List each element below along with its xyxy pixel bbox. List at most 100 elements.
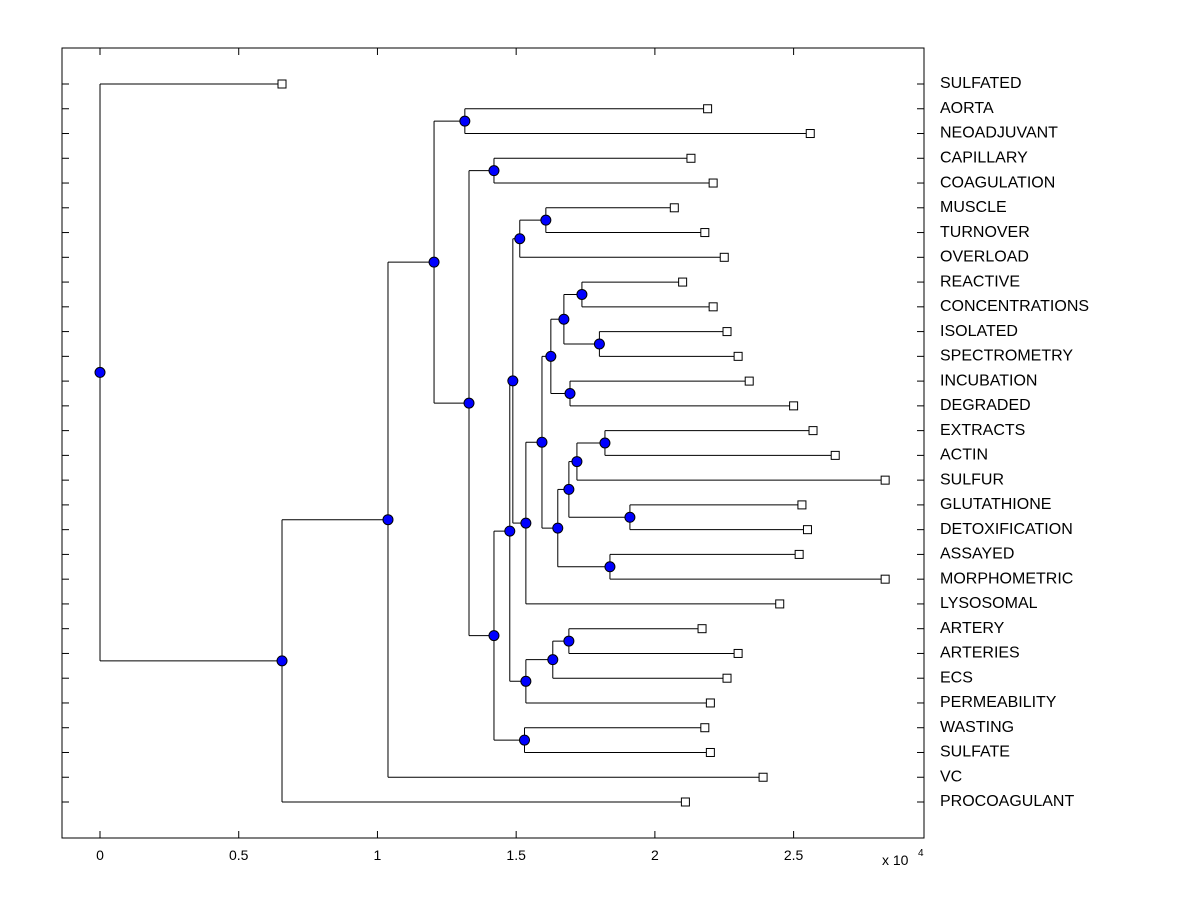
leaf-marker <box>697 624 707 634</box>
node-marker <box>382 514 394 526</box>
node-marker <box>276 655 288 667</box>
leaf-marker <box>680 797 690 807</box>
leaf-marker <box>789 401 799 411</box>
leaf-label: ISOLATED <box>940 323 1018 340</box>
axes: 0 0.5 1 1.5 2 2.5 SULFATED AORTA NEOADJUVANT CAPI… <box>62 48 1089 863</box>
leaf-label: REACTIVE <box>940 273 1020 290</box>
x-tick-label: 2 <box>651 847 659 863</box>
leaf-label: SULFATE <box>940 744 1010 761</box>
leaf-label: SULFATED <box>940 75 1022 92</box>
leaf-label: SPECTROMETRY <box>940 348 1073 365</box>
leaf-marker <box>719 252 729 262</box>
plot-frame <box>61 47 925 839</box>
leaf-marker <box>805 129 815 139</box>
leaf-marker <box>794 549 804 559</box>
node-marker <box>547 654 559 666</box>
leaf-label: ACTIN <box>940 447 988 464</box>
node-marker <box>624 511 636 523</box>
leaf-label: INCUBATION <box>940 372 1037 389</box>
leaf-label: ARTERY <box>940 620 1005 637</box>
leaf-marker <box>678 277 688 287</box>
x-tick-label: 0 <box>96 847 104 863</box>
leaf-label: NEOADJUVANT <box>940 125 1058 142</box>
leaf-marker <box>880 475 890 485</box>
leaf-label: AORTA <box>940 100 994 117</box>
leaf-label: SULFUR <box>940 471 1004 488</box>
leaf-label: OVERLOAD <box>940 249 1029 266</box>
leaf-label: DEGRADED <box>940 397 1031 414</box>
node-marker <box>604 561 616 573</box>
node-marker <box>564 387 576 399</box>
leaf-label: COAGULATION <box>940 174 1055 191</box>
leaf-label: TURNOVER <box>940 224 1030 241</box>
leaf-label: EXTRACTS <box>940 422 1025 439</box>
leaf-label: CONCENTRATIONS <box>940 298 1089 315</box>
node-marker <box>488 165 500 177</box>
node-marker <box>459 115 471 127</box>
node-marker <box>514 233 526 245</box>
x-tick-label: 0.5 <box>229 847 249 863</box>
node-marker <box>428 256 440 268</box>
leaf-label: GLUTATHIONE <box>940 496 1051 513</box>
node-marker <box>576 288 588 300</box>
leaf-label: LYSOSOMAL <box>940 595 1038 612</box>
leaf-label: MORPHOMETRIC <box>940 570 1073 587</box>
leaf-marker <box>700 723 710 733</box>
leaf-marker <box>797 500 807 510</box>
node-marker <box>536 436 548 448</box>
leaf-marker <box>708 178 718 188</box>
node-marker <box>488 630 500 642</box>
x-multiplier: x 10 <box>882 852 909 868</box>
leaf-marker <box>700 228 710 238</box>
leaf-marker <box>744 376 754 386</box>
x-tick-label: 1 <box>374 847 382 863</box>
node-marker <box>518 734 530 746</box>
leaf-marker <box>708 302 718 312</box>
x-tick-label: 2.5 <box>784 847 804 863</box>
leaf-marker <box>277 79 287 89</box>
leaf-label: VC <box>940 768 962 785</box>
leaf-label: ECS <box>940 669 973 686</box>
leaf-marker <box>830 450 840 460</box>
node-marker <box>593 338 605 350</box>
leaf-marker <box>669 203 679 213</box>
node-marker <box>563 483 575 495</box>
leaf-marker <box>722 673 732 683</box>
leaf-marker <box>733 648 743 658</box>
node-marker <box>463 397 475 409</box>
leaf-label: WASTING <box>940 719 1014 736</box>
leaf-label: MUSCLE <box>940 199 1007 216</box>
node-marker <box>545 350 557 362</box>
leaf-label: PERMEABILITY <box>940 694 1057 711</box>
x-multiplier-exponent: 4 <box>918 848 924 859</box>
leaf-label: PROCOAGULANT <box>940 793 1074 810</box>
leaf-marker <box>686 153 696 163</box>
leaf-label: ARTERIES <box>940 645 1020 662</box>
leaf-marker <box>705 698 715 708</box>
node-marker <box>520 675 532 687</box>
leaf-marker <box>705 747 715 757</box>
leaf-marker <box>758 772 768 782</box>
node-marker <box>94 366 106 378</box>
x-tick-label: 1.5 <box>506 847 526 863</box>
leaf-label: ASSAYED <box>940 546 1014 563</box>
node-marker <box>571 456 583 468</box>
nodes <box>94 79 890 807</box>
leaf-label: CAPILLARY <box>940 149 1028 166</box>
node-marker <box>558 313 570 325</box>
leaf-label: DETOXIFICATION <box>940 521 1073 538</box>
leaf-marker <box>775 599 785 609</box>
leaf-marker <box>703 104 713 114</box>
node-marker <box>540 214 552 226</box>
leaf-marker <box>802 525 812 535</box>
leaf-marker <box>808 426 818 436</box>
branches <box>99 83 886 803</box>
node-marker <box>599 437 611 449</box>
node-marker <box>563 635 575 647</box>
node-marker <box>504 525 516 537</box>
node-marker <box>520 517 532 529</box>
node-marker <box>552 522 564 534</box>
leaf-marker <box>880 574 890 584</box>
leaf-marker <box>722 327 732 337</box>
